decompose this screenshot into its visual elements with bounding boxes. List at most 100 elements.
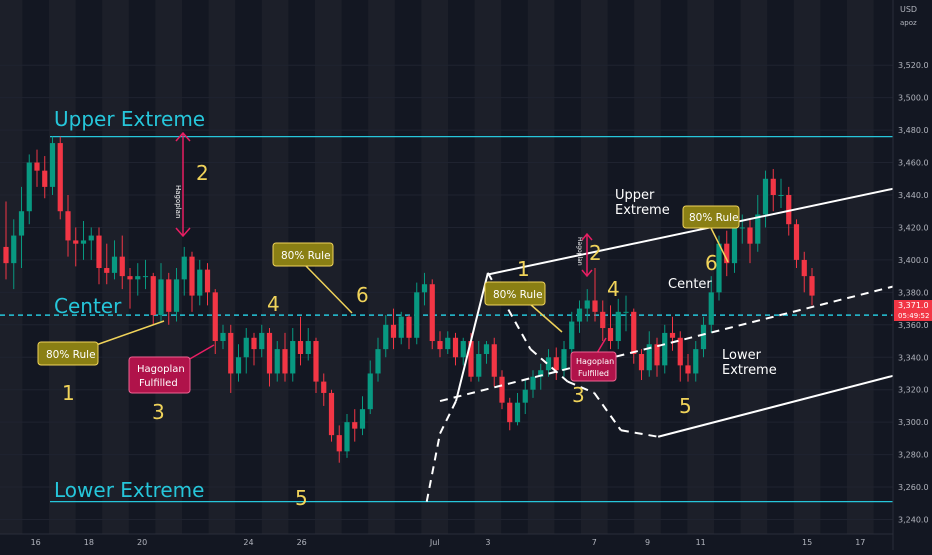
hagoplan-measure-right: Hagoplan	[576, 232, 593, 278]
candle	[266, 328, 273, 387]
candle-body	[96, 235, 102, 269]
candle-body	[390, 324, 397, 338]
time-tick-label: 9	[645, 538, 650, 547]
candle	[483, 341, 490, 364]
wave-number-3: 3	[572, 383, 585, 407]
candle-body	[274, 349, 280, 374]
price-tick-label: 3,320.0	[898, 386, 929, 395]
candle	[600, 300, 606, 342]
price-tick-label: 3,420.0	[898, 223, 929, 232]
time-tick-label: 24	[243, 538, 253, 547]
last-price-tag: 3,371.0 05:49:52	[894, 300, 932, 321]
price-axis[interactable]	[893, 0, 932, 550]
candle-body	[49, 143, 56, 187]
candle	[220, 324, 226, 350]
time-tick-label: 16	[31, 538, 41, 547]
session-stripe	[0, 0, 23, 534]
wave-number-6: 6	[705, 251, 718, 275]
candle-body	[243, 337, 249, 358]
wave-number-1: 1	[517, 257, 530, 281]
candle-body	[383, 324, 389, 350]
candle	[491, 337, 497, 387]
candle-body	[793, 224, 800, 260]
candle-body	[739, 227, 745, 229]
candle	[460, 337, 466, 366]
session-stripe	[527, 0, 555, 534]
callout-80-rule-c: 80% Rule	[484, 281, 563, 333]
candle-body	[638, 354, 645, 371]
price-tick-label: 3,280.0	[898, 451, 929, 460]
candle	[530, 370, 536, 398]
candle	[646, 331, 652, 377]
candle-body	[545, 357, 552, 371]
candle	[321, 373, 327, 406]
time-axis[interactable]: 1618202426Jul37911151721232529	[31, 538, 932, 547]
candle-body	[414, 292, 420, 338]
candle-body	[266, 332, 273, 374]
candle-body	[313, 341, 319, 382]
candle	[747, 219, 753, 264]
candle	[181, 246, 187, 296]
callout-label: 80% Rule	[493, 289, 543, 301]
structure-segment	[567, 380, 595, 394]
time-tick-label: Jul	[429, 538, 440, 547]
candle-body	[809, 276, 815, 296]
candle	[770, 169, 776, 212]
candle	[638, 349, 645, 380]
candle	[3, 201, 9, 280]
candle	[243, 328, 249, 374]
price-tick-label: 3,380.0	[898, 288, 929, 297]
candle-body	[88, 235, 94, 241]
candle-body	[716, 243, 722, 293]
candle-body	[65, 211, 71, 241]
background-stripes	[0, 0, 932, 534]
candle-body	[80, 240, 87, 244]
candle-body	[685, 365, 691, 374]
time-tick-label: 20	[137, 538, 147, 547]
candle	[65, 195, 71, 257]
candle-body	[375, 349, 381, 374]
session-stripe	[208, 0, 236, 534]
callout-label: Hagoplan	[576, 357, 614, 366]
callout-label: 80% Rule	[689, 212, 739, 224]
candle-body	[305, 341, 311, 355]
candle-body	[778, 195, 784, 196]
hagoplan-measure-left: Hagoplan	[174, 131, 191, 238]
wave-number-4: 4	[607, 277, 620, 301]
candle	[297, 316, 304, 366]
candle-body	[662, 332, 668, 366]
candle	[228, 324, 234, 393]
candle	[305, 328, 311, 361]
price-tick-labels: 3,240.0 3,260.0 3,280.0 3,300.0 3,320.0 3,340…	[898, 61, 929, 524]
candle	[336, 425, 342, 463]
candle-body	[538, 370, 544, 377]
candle	[204, 263, 211, 306]
session-stripe	[261, 0, 289, 534]
callout-label: 80% Rule	[46, 349, 96, 361]
session-stripe	[368, 0, 395, 534]
price-tick-label: 3,300.0	[898, 418, 929, 427]
candle	[545, 349, 552, 377]
price-tick-label: 3,240.0	[898, 516, 929, 525]
candle	[569, 311, 575, 358]
candle	[499, 370, 505, 410]
candle-body	[623, 311, 629, 313]
candle	[390, 308, 397, 350]
candle-body	[26, 162, 32, 212]
candle-body	[352, 422, 358, 429]
candle-body	[398, 316, 404, 338]
candle-body	[499, 376, 505, 403]
candle	[592, 268, 598, 322]
candle	[654, 337, 660, 377]
candle	[778, 178, 784, 208]
structure-segment	[455, 272, 489, 402]
candle	[406, 315, 412, 350]
candle	[538, 363, 544, 390]
time-tick-label: 7	[592, 538, 597, 547]
candle	[166, 272, 172, 325]
candle	[615, 298, 621, 350]
candle-body	[507, 402, 513, 423]
currency-sub-label: apoz	[900, 19, 917, 27]
